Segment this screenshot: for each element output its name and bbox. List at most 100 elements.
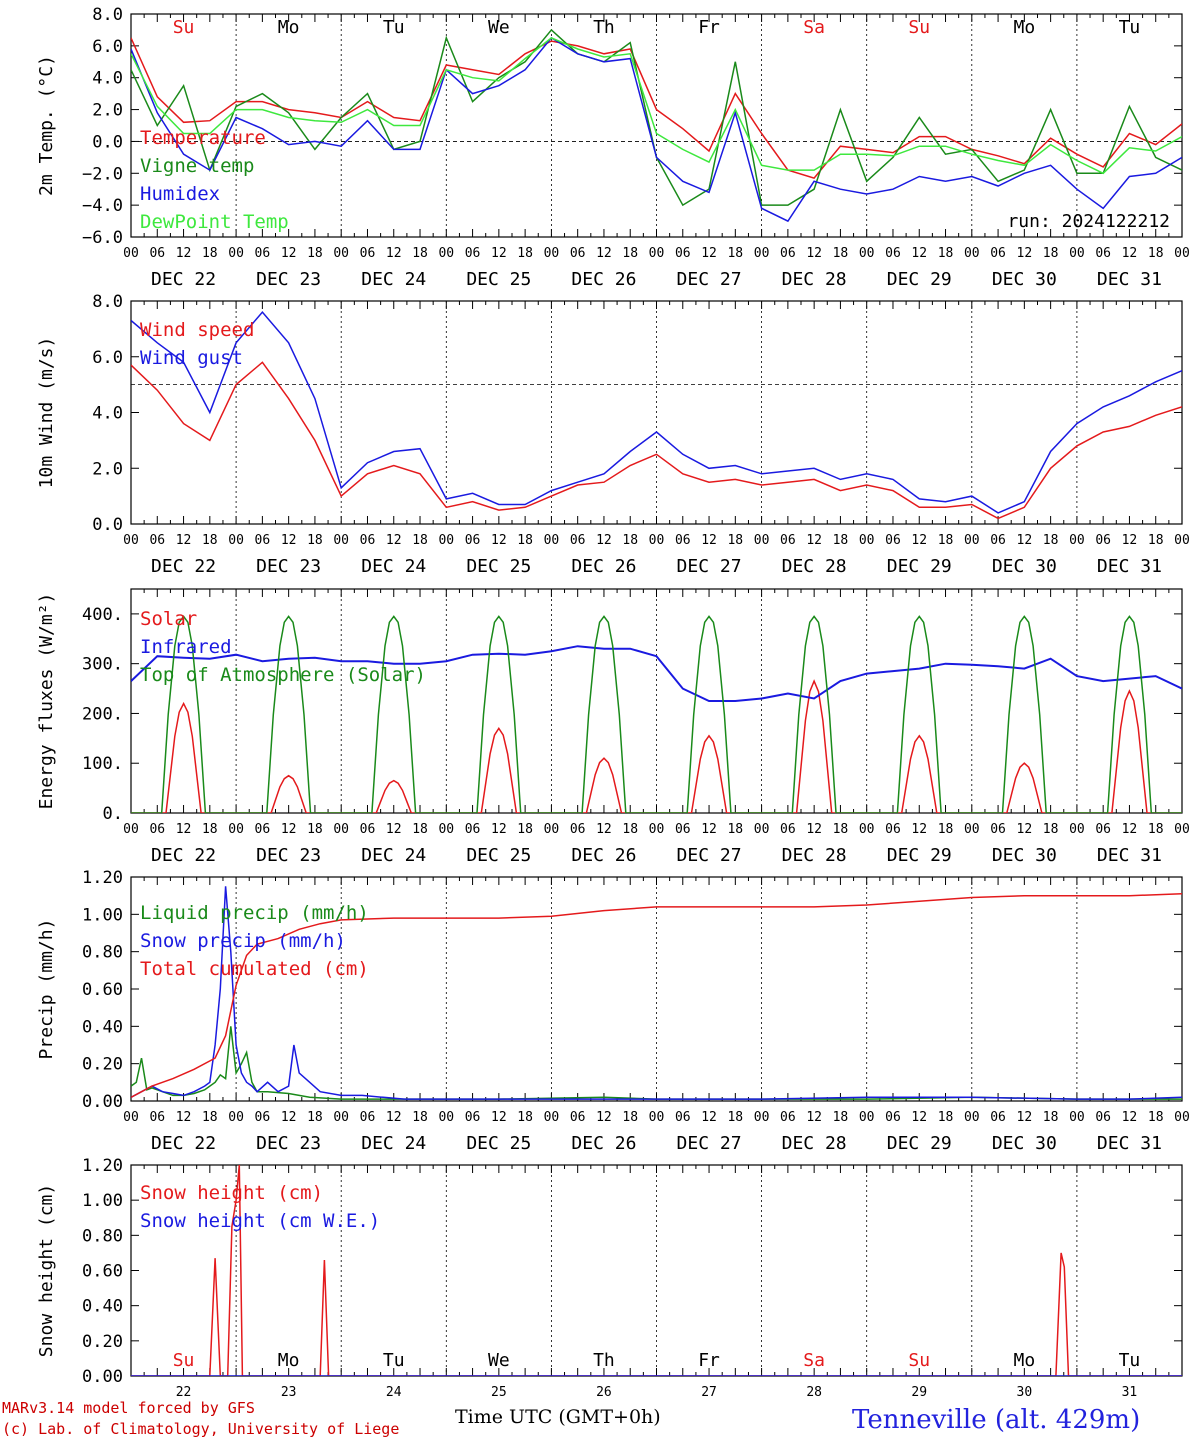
hour-tick-label: 12 [701, 1110, 717, 1125]
date-label: DEC 30 [992, 845, 1057, 866]
hour-tick-label: 00 [649, 246, 665, 261]
date-label: DEC 30 [992, 556, 1057, 577]
y-tick-label: 0.20 [82, 1055, 123, 1075]
hour-tick-label: 00 [964, 1110, 980, 1125]
date-label: DEC 26 [571, 1133, 636, 1154]
day-name-label: Sa [803, 1350, 825, 1371]
y-axis-label: Energy fluxes (W/m²) [36, 593, 57, 810]
day-number-label: 26 [596, 1385, 612, 1400]
day-number-label: 28 [806, 1385, 822, 1400]
date-label: DEC 30 [992, 1133, 1057, 1154]
panel-5: 1.20 1.00 0.80 0.60 0.40 0.20 0.00 Snow height … [36, 1156, 1183, 1400]
hour-tick-label: 12 [911, 533, 927, 548]
y-tick-label: 0.20 [82, 1332, 123, 1352]
hour-tick-label: 00 [544, 1110, 560, 1125]
hour-tick-label: 12 [491, 533, 507, 548]
hour-tick-label: 12 [911, 246, 927, 261]
y-tick-label: 1.20 [82, 868, 123, 888]
hour-tick-label: 18 [1148, 822, 1164, 837]
legend-entry: Snow precip (mm/h) [140, 930, 346, 952]
hour-tick-label: 06 [675, 822, 691, 837]
y-tick-label: 0.00 [82, 1092, 123, 1112]
hour-tick-label: 06 [255, 822, 271, 837]
y-tick-label: 1.20 [82, 1156, 123, 1176]
hour-tick-label: 12 [281, 246, 297, 261]
hour-tick-label: 06 [360, 822, 376, 837]
hour-tick-label: 06 [149, 822, 165, 837]
hour-tick-label: 12 [386, 533, 402, 548]
hour-tick-label: 18 [1043, 533, 1059, 548]
y-tick-label: 0.0 [92, 515, 123, 535]
credit-line-2: (c) Lab. of Climatology, University of L… [2, 1420, 399, 1438]
y-tick-label: 1.00 [82, 1191, 123, 1211]
panel-4: 1.20 1.00 0.80 0.60 0.40 0.20 0.00 Precip (mm/h… [36, 868, 1190, 1154]
hour-tick-label: 00 [123, 533, 139, 548]
hour-tick-label: 12 [1017, 1110, 1033, 1125]
date-label: DEC 25 [466, 1133, 531, 1154]
y-tick-label: 6.0 [92, 348, 123, 368]
y-tick-label: 8.0 [92, 292, 123, 312]
series-line-temperature [131, 37, 1182, 179]
hour-tick-label: 18 [1148, 246, 1164, 261]
day-name-label: Mo [1014, 17, 1036, 38]
hour-tick-label: 06 [465, 822, 481, 837]
hour-tick-label: 12 [701, 246, 717, 261]
day-name-label: Th [593, 17, 615, 38]
y-axis-label: 2m Temp. (°C) [36, 55, 57, 196]
date-label: DEC 25 [466, 269, 531, 290]
hour-tick-label: 12 [1122, 533, 1138, 548]
y-tick-label: 0.60 [82, 1262, 123, 1282]
legend-entry: Infrared [140, 636, 232, 658]
hour-tick-label: 00 [123, 1110, 139, 1125]
hour-tick-label: 06 [1095, 1110, 1111, 1125]
hour-tick-label: 00 [754, 246, 770, 261]
series-line-humidex [131, 36, 1182, 223]
date-label: DEC 31 [1097, 1133, 1162, 1154]
date-label: DEC 27 [677, 269, 742, 290]
hour-tick-label: 18 [1043, 1110, 1059, 1125]
station-label: Tenneville (alt. 429m) [852, 1405, 1140, 1435]
hour-tick-label: 00 [438, 246, 454, 261]
hour-tick-label: 00 [754, 533, 770, 548]
hour-tick-label: 00 [1069, 533, 1085, 548]
hour-tick-label: 06 [465, 246, 481, 261]
y-tick-label: 8.0 [92, 5, 123, 25]
y-axis-label: Snow height (cm) [36, 1184, 57, 1357]
hour-tick-label: 12 [1017, 822, 1033, 837]
hour-tick-label: 12 [1122, 246, 1138, 261]
hour-tick-label: 18 [307, 533, 323, 548]
hour-tick-label: 00 [123, 246, 139, 261]
hour-tick-label: 12 [1122, 1110, 1138, 1125]
date-label: DEC 25 [466, 556, 531, 577]
hour-tick-label: 00 [964, 533, 980, 548]
day-number-label: 30 [1017, 1385, 1033, 1400]
series-line-snow-precip-mm-h- [131, 886, 1182, 1100]
hour-tick-label: 18 [938, 246, 954, 261]
hour-tick-label: 06 [885, 246, 901, 261]
legend-entry: Solar [140, 608, 197, 630]
date-label: DEC 24 [361, 1133, 426, 1154]
hour-tick-label: 18 [412, 1110, 428, 1125]
date-label: DEC 28 [782, 845, 847, 866]
y-tick-label: 400. [82, 605, 123, 625]
hour-tick-label: 00 [438, 822, 454, 837]
hour-tick-label: 00 [333, 1110, 349, 1125]
series-group [131, 28, 1182, 223]
day-name-label: Fr [698, 1350, 720, 1371]
series-line-snow-height-cm- [131, 1165, 1182, 1376]
hour-tick-label: 06 [990, 822, 1006, 837]
y-tick-label: 0.40 [82, 1017, 123, 1037]
hour-tick-label: 12 [176, 1110, 192, 1125]
hour-tick-label: 18 [202, 1110, 218, 1125]
hour-tick-label: 06 [885, 533, 901, 548]
date-label: DEC 29 [887, 845, 952, 866]
hour-tick-label: 18 [833, 533, 849, 548]
day-name-label: Fr [698, 17, 720, 38]
date-label: DEC 31 [1097, 845, 1162, 866]
hour-tick-label: 00 [859, 246, 875, 261]
date-label: DEC 28 [782, 1133, 847, 1154]
hour-tick-label: 06 [885, 1110, 901, 1125]
hour-tick-label: 06 [465, 533, 481, 548]
hour-tick-label: 18 [833, 1110, 849, 1125]
